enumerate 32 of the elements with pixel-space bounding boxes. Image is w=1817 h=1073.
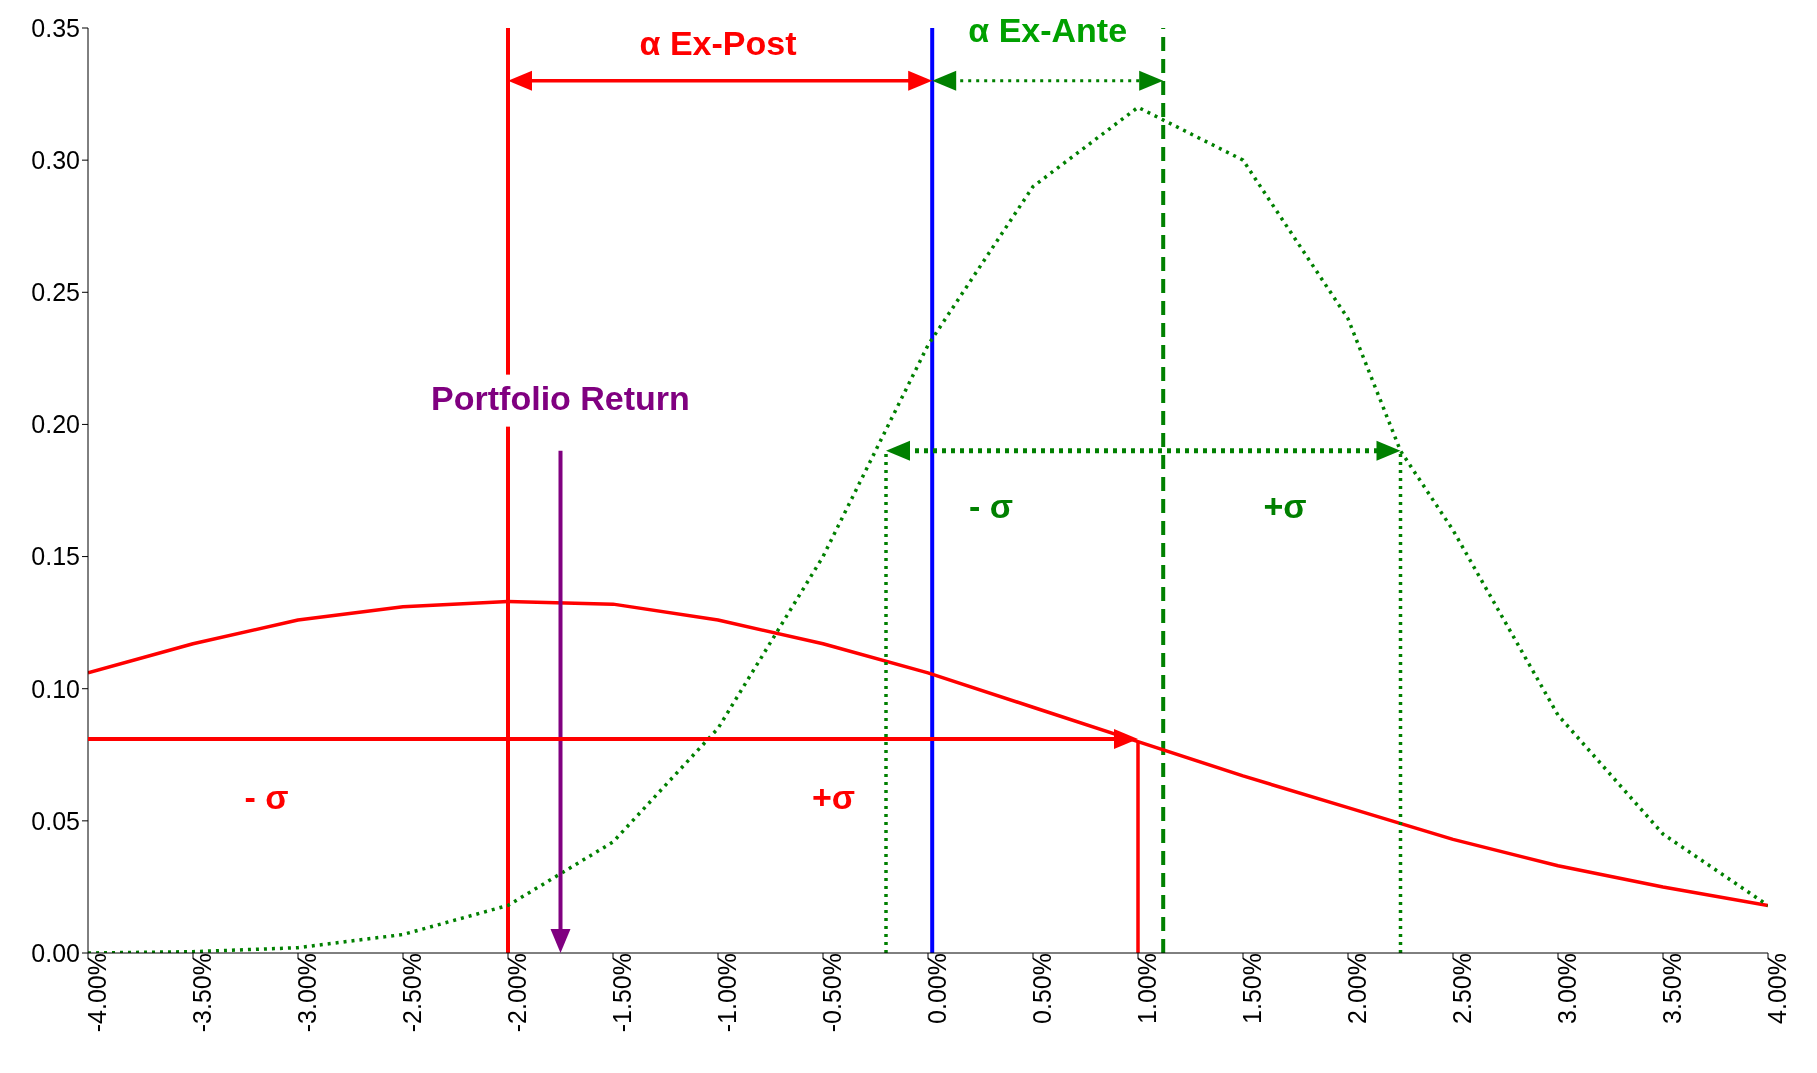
y-tick-label: 0.00 [31, 938, 80, 967]
x-tick-label: 1.00% [1132, 953, 1161, 1024]
x-tick-label: -1.00% [712, 953, 741, 1033]
x-tick-label: 3.50% [1657, 953, 1686, 1024]
annotation: α Ex-Ante [968, 11, 1128, 50]
y-tick-label: 0.25 [31, 278, 80, 307]
x-tick-label: -1.50% [607, 953, 636, 1033]
x-tick-label: 0.50% [1027, 953, 1056, 1024]
x-tick-label: 2.00% [1342, 953, 1371, 1024]
x-tick-label: -4.00% [82, 953, 111, 1033]
annotation: Portfolio Return [431, 378, 690, 417]
x-tick-label: -0.50% [817, 953, 846, 1033]
x-tick-label: 0.00% [922, 953, 951, 1024]
x-tick-label: 4.00% [1762, 953, 1791, 1024]
y-tick-label: 0.20 [31, 410, 80, 439]
annotation: α Ex-Post [639, 24, 797, 63]
y-tick-label: 0.15 [31, 542, 80, 571]
x-tick-label: -3.00% [292, 953, 321, 1033]
annotation: +σ [811, 777, 856, 816]
annotation: - σ [244, 777, 289, 816]
x-tick-label: -2.50% [397, 953, 426, 1033]
x-tick-label: 3.00% [1552, 953, 1581, 1024]
y-tick-label: 0.05 [31, 806, 80, 835]
y-tick-label: 0.35 [31, 13, 80, 42]
y-tick-label: 0.30 [31, 146, 80, 175]
y-tick-label: 0.10 [31, 674, 80, 703]
x-tick-label: -3.50% [187, 953, 216, 1033]
x-tick-label: 2.50% [1447, 953, 1476, 1024]
x-tick-label: 1.50% [1237, 953, 1266, 1024]
annotation: +σ [1263, 486, 1307, 525]
x-tick-label: -2.00% [502, 953, 531, 1033]
annotation: - σ [968, 486, 1014, 525]
